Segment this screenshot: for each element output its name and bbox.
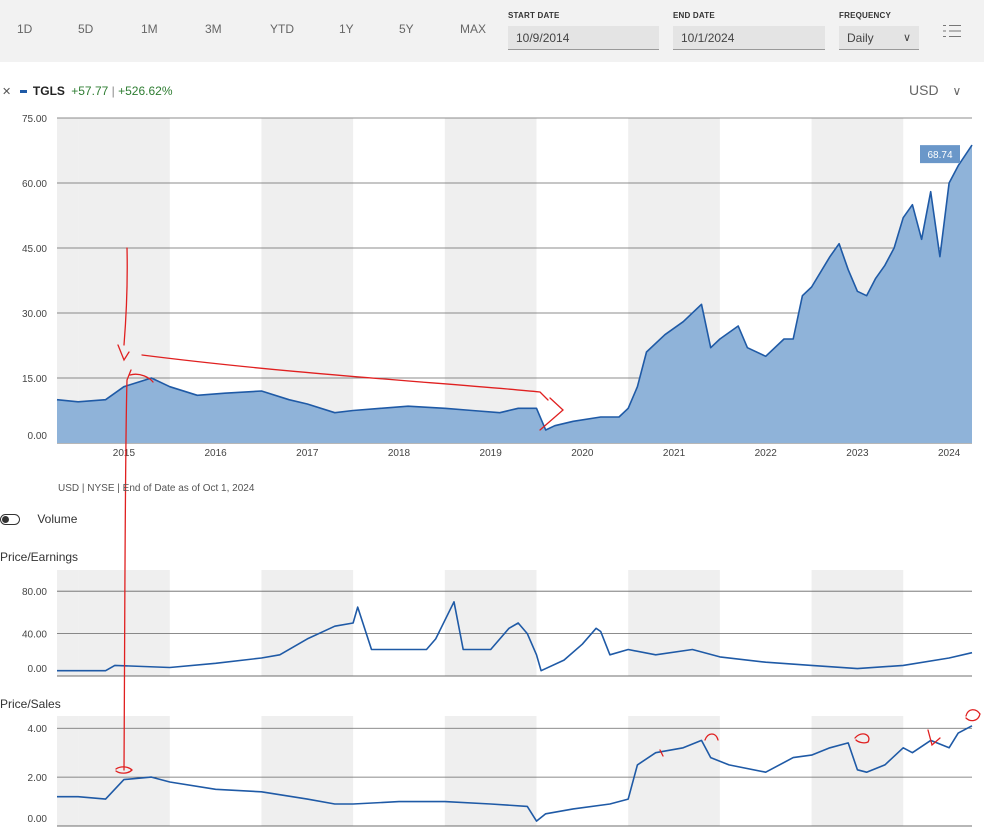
currency-select[interactable]: USD ∨ <box>909 82 961 98</box>
annotation-mark <box>539 397 564 431</box>
ps-y-tick-label: 4.00 <box>28 724 48 735</box>
last-value-badge <box>920 145 960 164</box>
pe-chart-title: Price/Earnings <box>0 550 79 564</box>
range-5y[interactable]: 5Y <box>399 22 414 36</box>
x-tick-label: 2022 <box>755 448 778 459</box>
range-1d[interactable]: 1D <box>17 22 33 36</box>
annotation-mark <box>123 369 132 771</box>
price-y-tick-label: 60.00 <box>22 179 47 190</box>
pe-y-tick-label: 80.00 <box>22 587 47 598</box>
annotation-mark <box>141 354 549 401</box>
pe-year-band <box>444 570 537 676</box>
x-tick-label: 2020 <box>571 448 594 459</box>
end-date-label: END DATE <box>673 11 715 20</box>
frequency-select[interactable]: Daily ∨ <box>839 26 919 50</box>
annotation-mark <box>965 709 981 722</box>
end-date-input[interactable]: 10/1/2024 <box>673 26 825 50</box>
last-value-label: 68.74 <box>927 150 952 161</box>
price-year-band <box>261 118 354 443</box>
pe-year-band <box>261 570 354 676</box>
x-tick-label: 2017 <box>296 448 319 459</box>
price-y-tick-label: 0.00 <box>28 431 48 442</box>
x-tick-label: 2016 <box>204 448 227 459</box>
price-y-tick-label: 75.00 <box>22 114 47 125</box>
range-1m[interactable]: 1M <box>141 22 158 36</box>
price-change: +57.77 <box>71 84 109 98</box>
chevron-down-icon: ∨ <box>952 84 962 98</box>
chevron-down-icon: ∨ <box>902 32 911 44</box>
series-swatch <box>19 90 27 94</box>
x-tick-label: 2015 <box>113 448 136 459</box>
range-ytd[interactable]: YTD <box>270 22 294 36</box>
toggle-switch-icon[interactable] <box>0 514 20 526</box>
price-y-tick-label: 30.00 <box>22 309 47 320</box>
annotation-mark <box>129 373 154 383</box>
pe-year-band <box>811 570 904 676</box>
pe-series-line <box>57 601 973 672</box>
price-series-line <box>56 144 973 431</box>
ps-year-band <box>444 716 537 826</box>
x-tick-label: 2021 <box>663 448 686 459</box>
currency-value: USD <box>909 82 939 98</box>
x-tick-label: 2023 <box>846 448 869 459</box>
ps-year-band <box>57 716 79 826</box>
range-3m[interactable]: 3M <box>205 22 222 36</box>
range-max[interactable]: MAX <box>460 22 487 36</box>
annotation-mark <box>117 344 130 362</box>
list-menu-icon[interactable] <box>943 24 961 38</box>
pe-y-tick-label: 40.00 <box>22 630 47 641</box>
annotation-mark <box>659 749 664 757</box>
frequency-label: FREQUENCY <box>839 11 892 20</box>
ps-year-band <box>811 716 904 826</box>
price-year-band <box>57 118 79 443</box>
start-date-input[interactable]: 10/9/2014 <box>508 26 659 50</box>
ps-year-band <box>261 716 354 826</box>
annotation-mark <box>927 729 941 747</box>
price-y-tick-label: 15.00 <box>22 374 47 385</box>
price-y-tick-label: 45.00 <box>22 244 47 255</box>
percent-change: +526.62% <box>118 84 173 98</box>
x-tick-label: 2019 <box>480 448 503 459</box>
annotation-mark <box>123 247 128 346</box>
ps-y-tick-label: 2.00 <box>28 773 48 784</box>
toolbar: 1D 5D 1M 3M YTD 1Y 5Y MAX START DATE 10/… <box>0 0 984 62</box>
x-tick-label: 2024 <box>938 448 961 459</box>
ps-chart-title: Price/Sales <box>0 697 61 711</box>
start-date-label: START DATE <box>508 11 560 20</box>
range-1y[interactable]: 1Y <box>339 22 354 36</box>
ps-series-line <box>57 725 973 822</box>
series-legend: ✕ TGLS +57.77 | +526.62% <box>0 84 173 98</box>
ps-y-tick-label: 0.00 <box>28 814 48 825</box>
range-5d[interactable]: 5D <box>78 22 94 36</box>
volume-label: Volume <box>37 512 78 526</box>
pe-year-band <box>628 570 720 676</box>
close-icon[interactable]: ✕ <box>2 86 12 98</box>
annotation-mark <box>115 766 133 774</box>
pe-year-band <box>57 570 79 676</box>
ticker-label: TGLS <box>32 84 65 98</box>
annotation-mark <box>854 733 870 744</box>
price-area-fill <box>57 145 972 443</box>
chart-footnote: USD | NYSE | End of Date as of Oct 1, 20… <box>58 483 255 494</box>
frequency-value: Daily <box>847 31 874 45</box>
pe-y-tick-label: 0.00 <box>28 664 48 675</box>
x-tick-label: 2018 <box>388 448 411 459</box>
price-year-band <box>444 118 537 443</box>
annotation-mark <box>704 733 719 741</box>
volume-toggle-row[interactable]: Volume <box>0 512 77 526</box>
ps-year-band <box>628 716 720 826</box>
legend-separator: | <box>111 84 115 98</box>
